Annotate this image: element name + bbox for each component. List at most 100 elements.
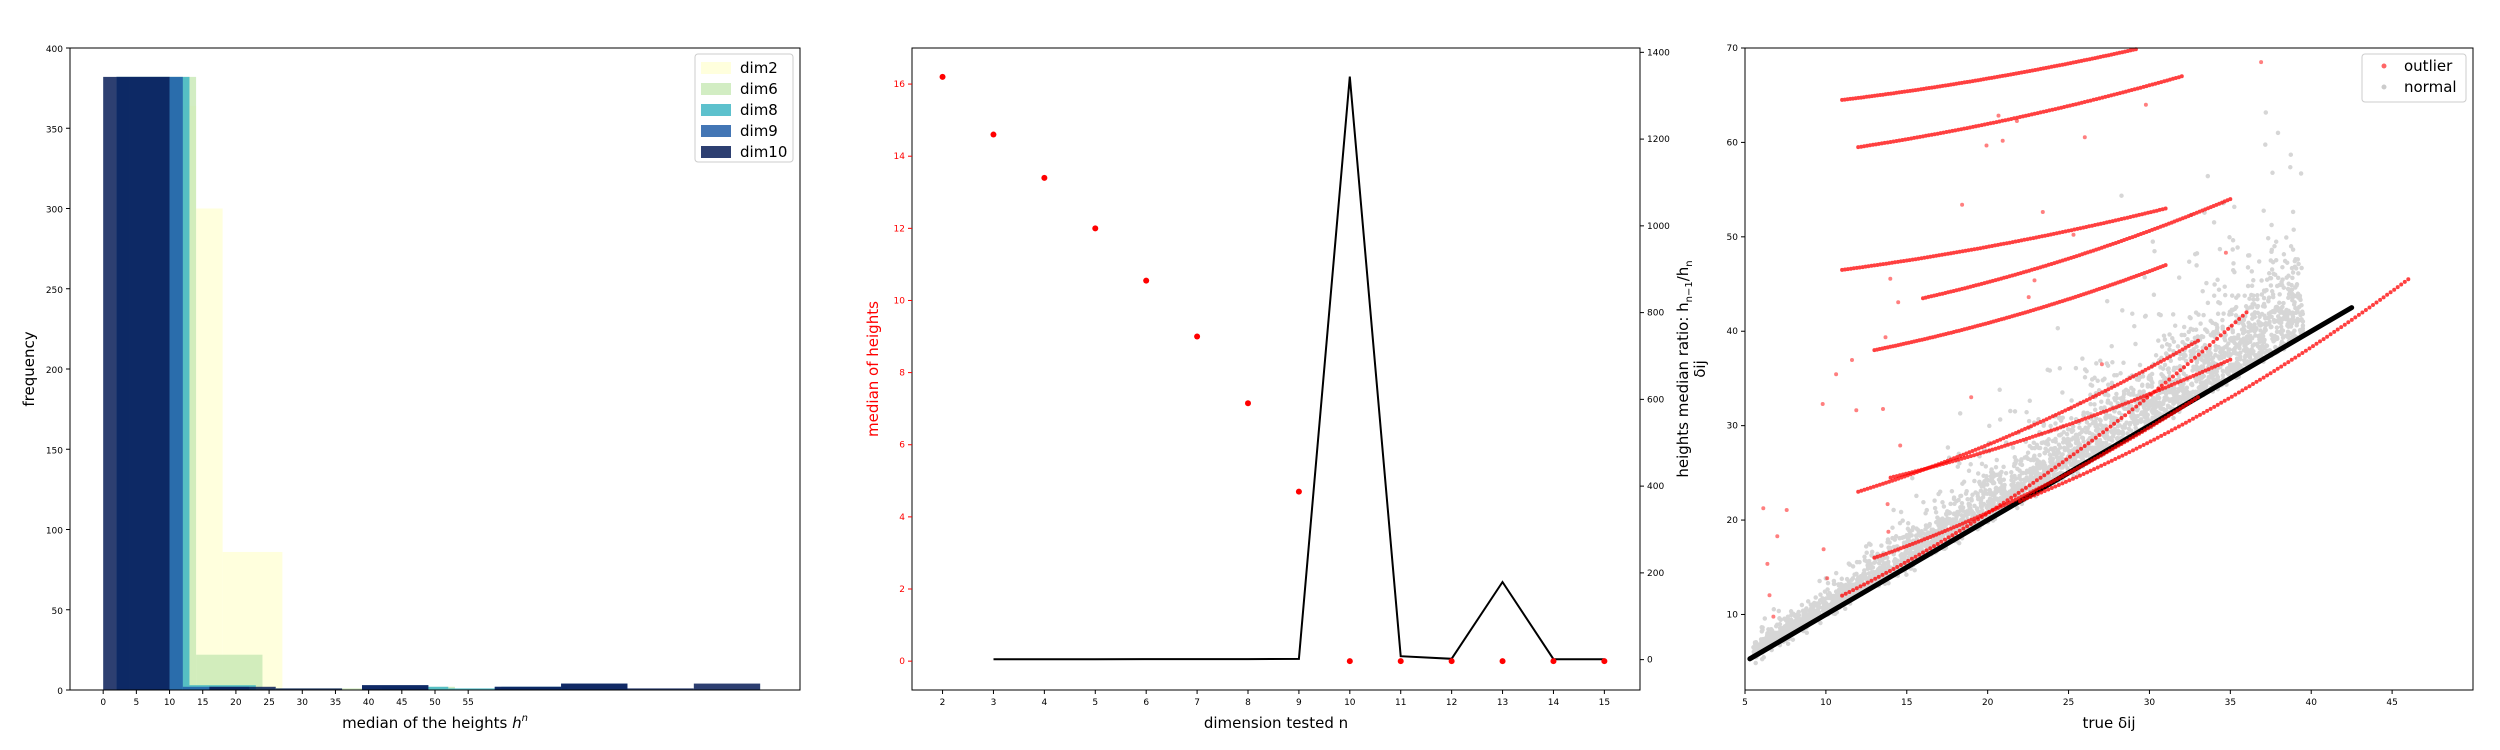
- dimension-ticks: 2 3 4 5 6 7 8 9 10 11 12 13 14 15 0 2 4 6 8 10 12 14 16 0 200 400…: [894, 48, 1671, 708]
- dim-right-y-tick-label: 800: [1647, 309, 1664, 319]
- legend-swatch-dim8: [701, 104, 731, 116]
- scatter-ticks: 5 10 15 20 25 30 35 40 45 10 20 30 40 50 60 70: [1727, 44, 2398, 708]
- outlier-curve-2: [1840, 206, 2168, 272]
- legend-label-dim10: dim10: [740, 143, 787, 161]
- histogram-ticks: 0 5 10 15 20 25 30 35 40 45 50 55 0 50 100 150 200 250 300…: [46, 45, 474, 708]
- median-point: [939, 73, 946, 80]
- legend-label-dim8: dim8: [740, 101, 778, 119]
- dim-x-tick-label: 7: [1194, 698, 1200, 708]
- histogram-legend: dim2 dim6 dim8 dim9 dim10: [694, 53, 794, 163]
- hist-bar-dim10-0: [103, 76, 117, 690]
- outlier-curve-8: [1840, 310, 2249, 598]
- dim-left-y-tick-label: 4: [899, 513, 905, 523]
- dim-right-y-tick-label: 0: [1647, 656, 1653, 666]
- scatter-y-tick-label: 60: [1727, 138, 1739, 148]
- outlier-curve-1: [1856, 74, 2184, 150]
- hist-x-tick-label: 15: [197, 698, 208, 708]
- ratio-line: [993, 76, 1605, 661]
- dim-left-y-tick-label: 10: [894, 296, 906, 306]
- legend-swatch-dim2: [701, 62, 731, 74]
- dim-right-y-tick-label: 200: [1647, 569, 1664, 579]
- dim-x-tick-label: 6: [1143, 698, 1149, 708]
- hist-bar-dim6-4: [262, 688, 422, 690]
- hist-bar-dim2-3: [196, 208, 223, 690]
- median-point: [1092, 225, 1099, 232]
- scatter-axes-frame: [1744, 47, 2474, 691]
- scatter-panel: 5 10 15 20 25 30 35 40 45 10 20 30 40 50 60 70 true δij…: [1691, 44, 2474, 732]
- scatter-legend: outlier normal: [2361, 53, 2467, 103]
- hist-x-tick-label: 50: [429, 698, 441, 708]
- dim-left-y-tick-label: 2: [899, 585, 905, 595]
- dim-right-y-tick-label: 400: [1647, 482, 1664, 492]
- legend-swatch-dim6: [701, 83, 731, 95]
- dim-x-tick-label: 11: [1395, 698, 1406, 708]
- ratio-polyline: [993, 76, 1605, 661]
- scatter-x-tick-label: 30: [2144, 698, 2156, 708]
- legend-label-dim2: dim2: [740, 59, 778, 77]
- hist-y-tick-label: 250: [46, 286, 63, 296]
- legend-marker-normal: [2381, 84, 2387, 90]
- dim-x-tick-label: 5: [1092, 698, 1098, 708]
- dim-x-tick-label: 10: [1344, 698, 1356, 708]
- dimension-axes-frame: [911, 47, 1641, 691]
- histogram-x-label: median of the heights hn: [342, 713, 528, 732]
- scatter-y-tick-label: 40: [1727, 327, 1739, 337]
- scatter-y-tick-label: 30: [1727, 422, 1739, 432]
- hist-x-tick-label: 35: [330, 698, 341, 708]
- hist-bar-dim10-3: [275, 688, 343, 690]
- outlier-curve-9: [2018, 277, 2411, 504]
- outlier-points: [1761, 47, 2411, 619]
- scatter-x-tick-label: 20: [1982, 698, 1994, 708]
- hist-x-tick-label: 0: [100, 698, 106, 708]
- dimension-x-label: dimension tested n: [1204, 714, 1348, 732]
- dimension-panel: 2 3 4 5 6 7 8 9 10 11 12 13 14 15 0 2 4 6 8 10 12 14 16 0 200 400…: [864, 47, 1695, 732]
- dim-right-y-tick-label: 1200: [1647, 135, 1670, 145]
- hist-y-tick-label: 150: [46, 446, 63, 456]
- normal-cloud: [1751, 110, 2306, 666]
- hist-x-tick-label: 40: [363, 698, 375, 708]
- scatter-x-tick-label: 15: [1901, 698, 1912, 708]
- scatter-y-tick-label: 10: [1727, 610, 1739, 620]
- median-point: [1194, 333, 1201, 340]
- median-point: [1143, 277, 1150, 284]
- scatter-y-tick-label: 70: [1727, 44, 1739, 54]
- scatter-x-tick-label: 10: [1820, 698, 1832, 708]
- scatter-x-tick-label: 40: [2305, 698, 2317, 708]
- median-point: [990, 131, 997, 138]
- histogram-y-label: frequency: [20, 331, 38, 406]
- hist-x-tick-label: 45: [396, 698, 407, 708]
- hist-y-tick-label: 350: [46, 125, 63, 135]
- outlier-scatter: [1761, 60, 2264, 619]
- scatter-x-tick-label: 25: [2063, 698, 2074, 708]
- dim-left-y-tick-label: 16: [894, 80, 906, 90]
- dim-x-tick-label: 8: [1245, 698, 1251, 708]
- hist-bar-dim10-5: [494, 686, 562, 690]
- legend-label-normal: normal: [2404, 78, 2457, 96]
- dim-left-y-tick-label: 8: [899, 369, 905, 379]
- median-point: [1295, 488, 1302, 495]
- outlier-curve-4: [1872, 263, 2168, 353]
- hist-y-tick-label: 100: [46, 527, 63, 537]
- legend-label-outlier: outlier: [2404, 57, 2453, 75]
- median-point: [1346, 658, 1353, 665]
- hist-y-tick-label: 300: [46, 206, 63, 216]
- hist-y-tick-label: 400: [46, 45, 63, 55]
- hist-y-tick-label: 0: [57, 687, 63, 697]
- scatter-y-tick-label: 20: [1727, 516, 1739, 526]
- median-point: [1499, 658, 1506, 665]
- dim-x-tick-label: 14: [1548, 698, 1560, 708]
- legend-label-dim9: dim9: [740, 122, 778, 140]
- scatter-y-label: δij: [1691, 360, 1709, 378]
- hist-y-tick-label: 200: [46, 366, 63, 376]
- median-point: [1397, 658, 1404, 665]
- scatter-legend-box: [2361, 53, 2467, 103]
- hist-x-tick-label: 20: [230, 698, 242, 708]
- hist-bar-dim10-6: [561, 683, 628, 690]
- dim-right-y-tick-label: 1400: [1647, 48, 1670, 58]
- median-point: [1245, 400, 1251, 407]
- hist-x-tick-label: 55: [462, 698, 473, 708]
- legend-swatch-dim9: [701, 125, 731, 137]
- histogram-bars: [103, 76, 761, 690]
- dim-left-y-tick-label: 12: [894, 224, 905, 234]
